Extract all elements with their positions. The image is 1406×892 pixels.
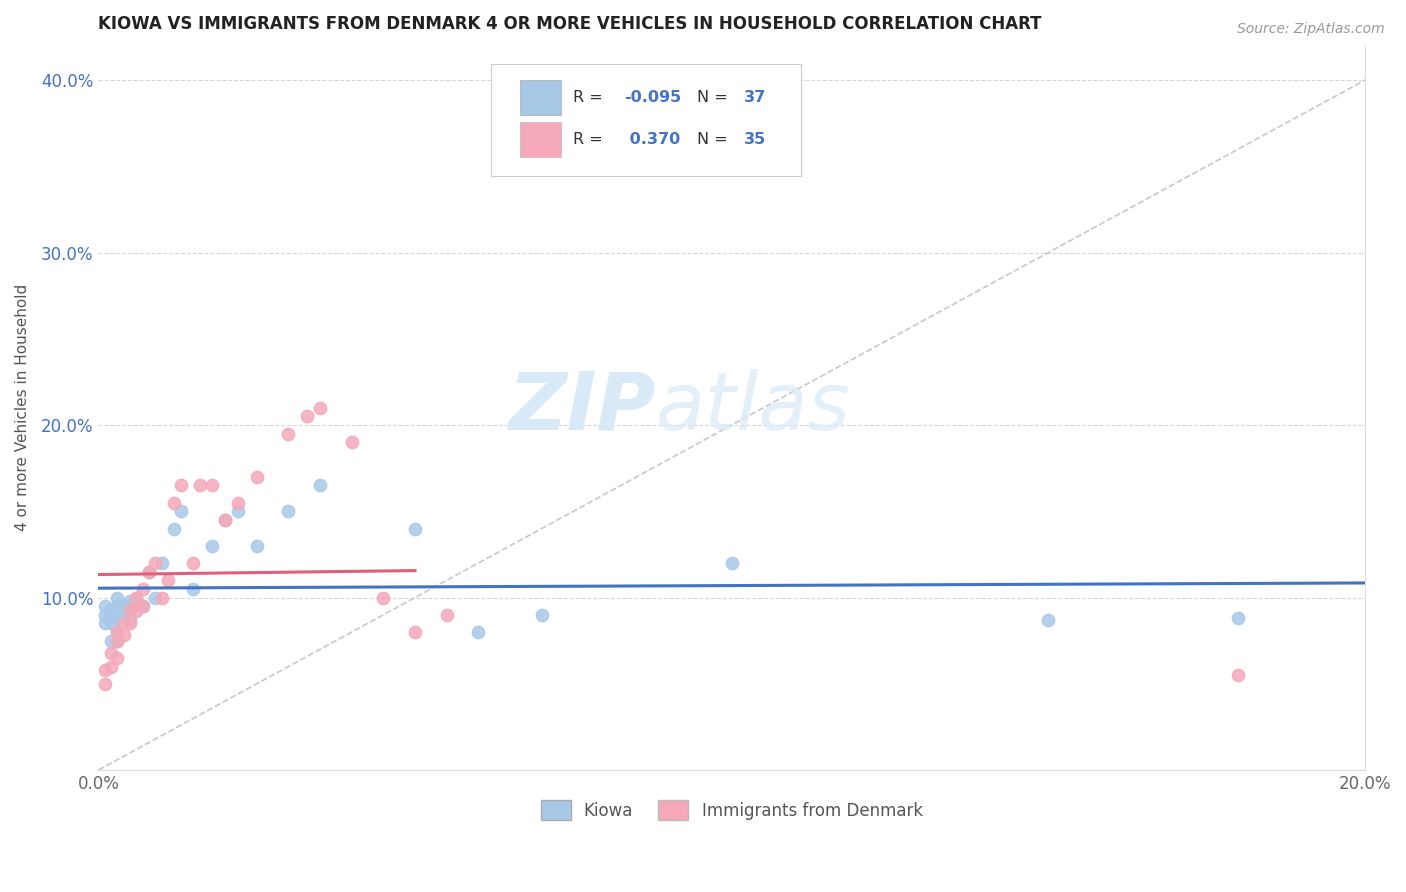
Point <box>107 625 129 640</box>
Point <box>404 625 426 640</box>
Point <box>277 426 299 441</box>
Point <box>120 602 142 616</box>
Point <box>309 401 332 415</box>
Point <box>246 539 269 553</box>
Point <box>309 478 332 492</box>
Point <box>163 522 186 536</box>
Point <box>112 599 135 614</box>
Point <box>94 599 117 614</box>
Point <box>120 616 142 631</box>
FancyBboxPatch shape <box>491 63 801 176</box>
Point <box>277 504 299 518</box>
Point <box>340 435 363 450</box>
Text: 0.370: 0.370 <box>624 132 681 147</box>
Point <box>100 633 122 648</box>
Point <box>404 522 426 536</box>
Point <box>125 604 148 618</box>
Point <box>107 599 129 614</box>
Point <box>214 513 236 527</box>
Point <box>226 504 249 518</box>
Point <box>107 591 129 605</box>
Text: N =: N = <box>697 132 734 147</box>
Point <box>107 633 129 648</box>
Point <box>530 607 553 622</box>
Point <box>94 677 117 691</box>
Point <box>120 594 142 608</box>
Point <box>94 607 117 622</box>
Point <box>107 611 129 625</box>
Point <box>94 663 117 677</box>
Y-axis label: 4 or more Vehicles in Household: 4 or more Vehicles in Household <box>15 285 30 532</box>
Point <box>107 625 129 640</box>
Point <box>436 607 458 622</box>
Point <box>107 633 129 648</box>
Text: R =: R = <box>574 132 609 147</box>
Point <box>100 659 122 673</box>
Point <box>297 409 319 424</box>
Point <box>1038 613 1060 627</box>
Point <box>170 504 193 518</box>
Point <box>170 478 193 492</box>
Point <box>100 616 122 631</box>
Point <box>132 599 155 614</box>
Point <box>112 628 135 642</box>
Point <box>201 539 224 553</box>
Text: KIOWA VS IMMIGRANTS FROM DENMARK 4 OR MORE VEHICLES IN HOUSEHOLD CORRELATION CHA: KIOWA VS IMMIGRANTS FROM DENMARK 4 OR MO… <box>98 15 1042 33</box>
Point <box>157 574 180 588</box>
Point <box>373 591 395 605</box>
Text: ZIP: ZIP <box>508 368 655 447</box>
Point <box>183 556 205 570</box>
Text: -0.095: -0.095 <box>624 90 682 105</box>
Point <box>107 651 129 665</box>
Point <box>100 607 122 622</box>
Point <box>120 602 142 616</box>
Point <box>145 556 167 570</box>
FancyBboxPatch shape <box>520 80 561 115</box>
Point <box>125 591 148 605</box>
Point <box>150 591 173 605</box>
Text: Source: ZipAtlas.com: Source: ZipAtlas.com <box>1237 22 1385 37</box>
Point <box>163 496 186 510</box>
Point <box>120 613 142 627</box>
Point <box>246 470 269 484</box>
Point <box>150 556 173 570</box>
Point <box>214 513 236 527</box>
Point <box>125 591 148 605</box>
Point <box>138 565 160 579</box>
Point <box>100 602 122 616</box>
Point <box>94 616 117 631</box>
Text: 37: 37 <box>744 90 766 105</box>
Point <box>145 591 167 605</box>
Text: N =: N = <box>697 90 734 105</box>
Point <box>467 625 489 640</box>
Point <box>132 582 155 596</box>
Text: R =: R = <box>574 90 609 105</box>
Point <box>183 582 205 596</box>
Text: atlas: atlas <box>655 368 851 447</box>
Point <box>226 496 249 510</box>
Point <box>1227 611 1250 625</box>
Point <box>132 599 155 614</box>
Point <box>188 478 211 492</box>
Text: 35: 35 <box>744 132 766 147</box>
Point <box>112 616 135 631</box>
FancyBboxPatch shape <box>520 122 561 157</box>
Point <box>100 646 122 660</box>
Point <box>1227 668 1250 682</box>
Legend: Kiowa, Immigrants from Denmark: Kiowa, Immigrants from Denmark <box>534 793 929 827</box>
Point <box>720 556 742 570</box>
Point <box>138 565 160 579</box>
Point <box>201 478 224 492</box>
Point <box>112 607 135 622</box>
